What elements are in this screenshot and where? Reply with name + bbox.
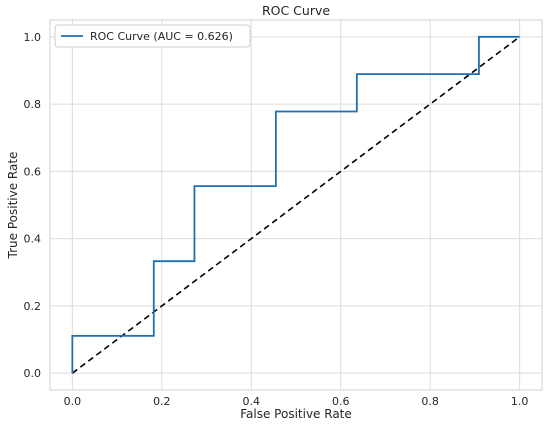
tick-labels: 0.0 0.2 0.4 0.6 0.8 1.0 0.0 0.2 0.4 0.6 0.8 1.0 — [24, 31, 529, 408]
x-tick-label: 0.8 — [421, 395, 439, 408]
y-tick-label: 0.2 — [24, 300, 42, 313]
x-tick-label: 0.4 — [243, 395, 261, 408]
y-tick-label: 0.4 — [24, 233, 42, 246]
legend-label: ROC Curve (AUC = 0.626) — [90, 30, 233, 43]
y-tick-label: 0.6 — [24, 165, 42, 178]
legend-box — [54, 24, 251, 48]
y-axis-label: True Positive Rate — [6, 152, 20, 260]
x-tick-label: 0.6 — [332, 395, 350, 408]
x-tick-label: 0.0 — [64, 395, 82, 408]
legend: ROC Curve (AUC = 0.626) — [54, 24, 251, 48]
chart-title: ROC Curve — [262, 3, 330, 18]
x-tick-label: 0.2 — [153, 395, 171, 408]
y-tick-label: 0.0 — [24, 367, 42, 380]
x-axis-label: False Positive Rate — [240, 407, 352, 421]
y-tick-label: 1.0 — [24, 31, 42, 44]
series-layer — [71, 35, 521, 374]
diagonal-reference-line — [71, 36, 521, 374]
grid — [50, 20, 542, 390]
plot-frame — [49, 19, 543, 391]
y-tick-label: 0.8 — [24, 98, 42, 111]
roc-curve-line — [71, 35, 520, 374]
x-tick-label: 1.0 — [511, 395, 529, 408]
